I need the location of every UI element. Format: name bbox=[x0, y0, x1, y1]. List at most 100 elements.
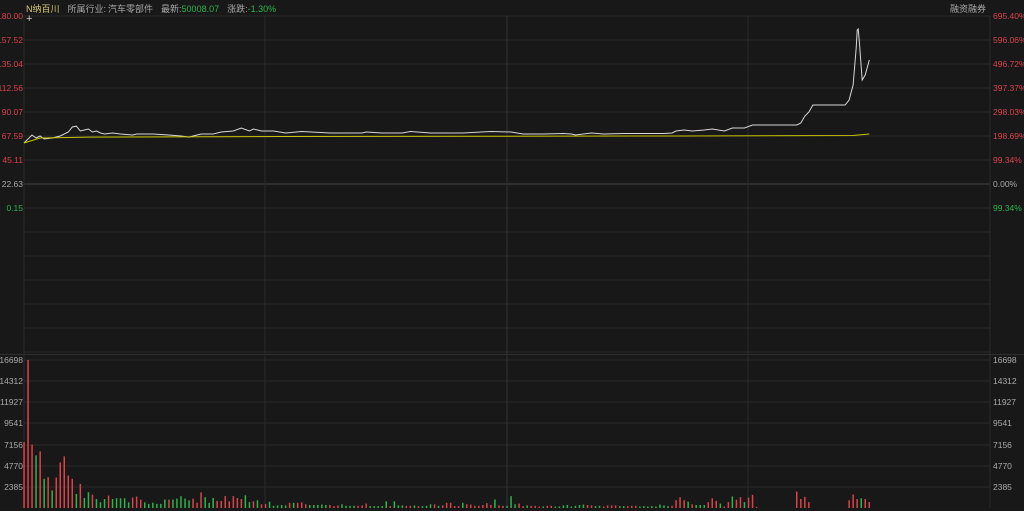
left-axis-tick: 45.11 bbox=[2, 155, 23, 165]
volume-bar bbox=[731, 496, 734, 508]
volume-bar bbox=[534, 505, 536, 508]
volume-bar bbox=[562, 505, 565, 508]
volume-bar bbox=[522, 506, 524, 508]
volume-bar bbox=[429, 504, 432, 508]
volume-bar bbox=[751, 494, 754, 508]
volume-bar bbox=[864, 499, 866, 508]
volume-bar bbox=[639, 506, 641, 508]
right-axis-tick: 596.06% bbox=[993, 35, 1024, 45]
volume-axis-tick-right: 4770 bbox=[993, 461, 1012, 471]
volume-bar bbox=[474, 505, 476, 508]
volume-bar bbox=[236, 498, 239, 508]
volume-bar bbox=[502, 505, 504, 508]
volume-bar bbox=[184, 498, 186, 508]
volume-bar bbox=[164, 499, 166, 508]
volume-bar bbox=[808, 502, 810, 508]
volume-bar bbox=[123, 498, 126, 508]
volume-bar bbox=[397, 505, 400, 508]
right-axis-tick: 496.72% bbox=[993, 59, 1024, 69]
volume-bar bbox=[256, 500, 259, 508]
volume-bar bbox=[71, 478, 73, 508]
volume-bar bbox=[735, 499, 738, 508]
volume-bar bbox=[610, 505, 613, 508]
volume-bar bbox=[67, 475, 69, 508]
volume-bar bbox=[590, 505, 593, 508]
volume-bar bbox=[510, 496, 512, 508]
volume-bar bbox=[449, 502, 452, 508]
volume-bar bbox=[453, 506, 456, 508]
volume-bar bbox=[107, 495, 110, 508]
volume-bar bbox=[462, 502, 464, 508]
right-axis-tick: 695.40% bbox=[993, 11, 1024, 21]
volume-axis-tick-right: 7156 bbox=[993, 440, 1012, 450]
volume-bar bbox=[856, 499, 858, 508]
margin-trading-link[interactable]: 融资融券 bbox=[949, 4, 986, 14]
volume-bar bbox=[421, 506, 424, 508]
volume-bar bbox=[196, 502, 198, 508]
right-axis-tick: 397.37% bbox=[993, 83, 1024, 93]
volume-bar bbox=[244, 495, 247, 508]
price-line bbox=[23, 27, 870, 144]
stock-name[interactable]: N纳百川 bbox=[26, 4, 60, 14]
volume-bar bbox=[647, 506, 649, 508]
volume-bar bbox=[425, 505, 428, 508]
volume-bar bbox=[800, 499, 802, 508]
volume-bar bbox=[445, 502, 448, 508]
volume-bar bbox=[192, 498, 194, 508]
volume-bar bbox=[663, 505, 665, 508]
volume-bar bbox=[659, 504, 661, 508]
volume-bar bbox=[711, 498, 713, 508]
volume-bar bbox=[506, 505, 508, 508]
volume-bar bbox=[804, 496, 806, 508]
right-axis-tick: 298.03% bbox=[993, 107, 1024, 117]
volume-bar bbox=[619, 506, 621, 508]
volume-bar bbox=[160, 503, 162, 508]
volume-bar bbox=[369, 506, 371, 508]
volume-bar bbox=[478, 505, 480, 508]
volume-bar bbox=[55, 477, 57, 508]
left-axis-tick: 0.15 bbox=[6, 203, 23, 213]
volume-bar bbox=[586, 505, 589, 508]
volume-bar bbox=[389, 506, 391, 508]
stock-header: N纳百川 所属行业: 汽车零部件 最新:50008.07 涨跌:-1.30% bbox=[26, 2, 284, 14]
volume-bar bbox=[490, 505, 492, 508]
volume-bar bbox=[381, 506, 383, 508]
volume-bar bbox=[743, 502, 746, 508]
crosshair-icon: + bbox=[26, 13, 32, 25]
volume-bar bbox=[79, 483, 82, 508]
volume-bar bbox=[43, 478, 45, 508]
volume-bar bbox=[635, 505, 637, 508]
volume-axis-tick: 14312 bbox=[0, 376, 23, 386]
volume-axis-tick-right: 9541 bbox=[993, 418, 1012, 428]
volume-bar bbox=[51, 490, 53, 508]
volume-bar bbox=[409, 505, 412, 508]
right-axis-tick: 99.34% bbox=[993, 203, 1022, 213]
volume-axis-tick-right: 2385 bbox=[993, 482, 1012, 492]
volume-bar bbox=[353, 505, 355, 508]
volume-bar bbox=[337, 505, 339, 508]
volume-axis-tick: 11927 bbox=[0, 397, 23, 407]
volume-bar bbox=[574, 505, 577, 508]
volume-bar bbox=[631, 505, 633, 508]
volume-bar bbox=[848, 500, 850, 508]
left-axis-tick: 157.52 bbox=[0, 35, 23, 45]
volume-bar bbox=[643, 506, 645, 508]
volume-bar bbox=[341, 504, 343, 508]
latest-price: 50008.07 bbox=[181, 4, 220, 14]
volume-bar bbox=[325, 505, 327, 508]
volume-bar bbox=[550, 505, 552, 508]
volume-bar bbox=[566, 505, 569, 508]
volume-bar bbox=[75, 493, 78, 508]
volume-bar bbox=[329, 505, 331, 508]
volume-bar bbox=[538, 506, 540, 508]
volume-bar bbox=[755, 506, 758, 508]
volume-bar bbox=[252, 501, 255, 508]
volume-bar bbox=[715, 500, 717, 508]
volume-axis-tick-right: 16698 bbox=[993, 355, 1017, 365]
volume-bar bbox=[144, 502, 146, 508]
volume-bar bbox=[486, 503, 488, 508]
volume-bar bbox=[23, 442, 25, 508]
volume-bar bbox=[296, 502, 299, 508]
left-axis-tick: 180.00 bbox=[0, 11, 23, 21]
